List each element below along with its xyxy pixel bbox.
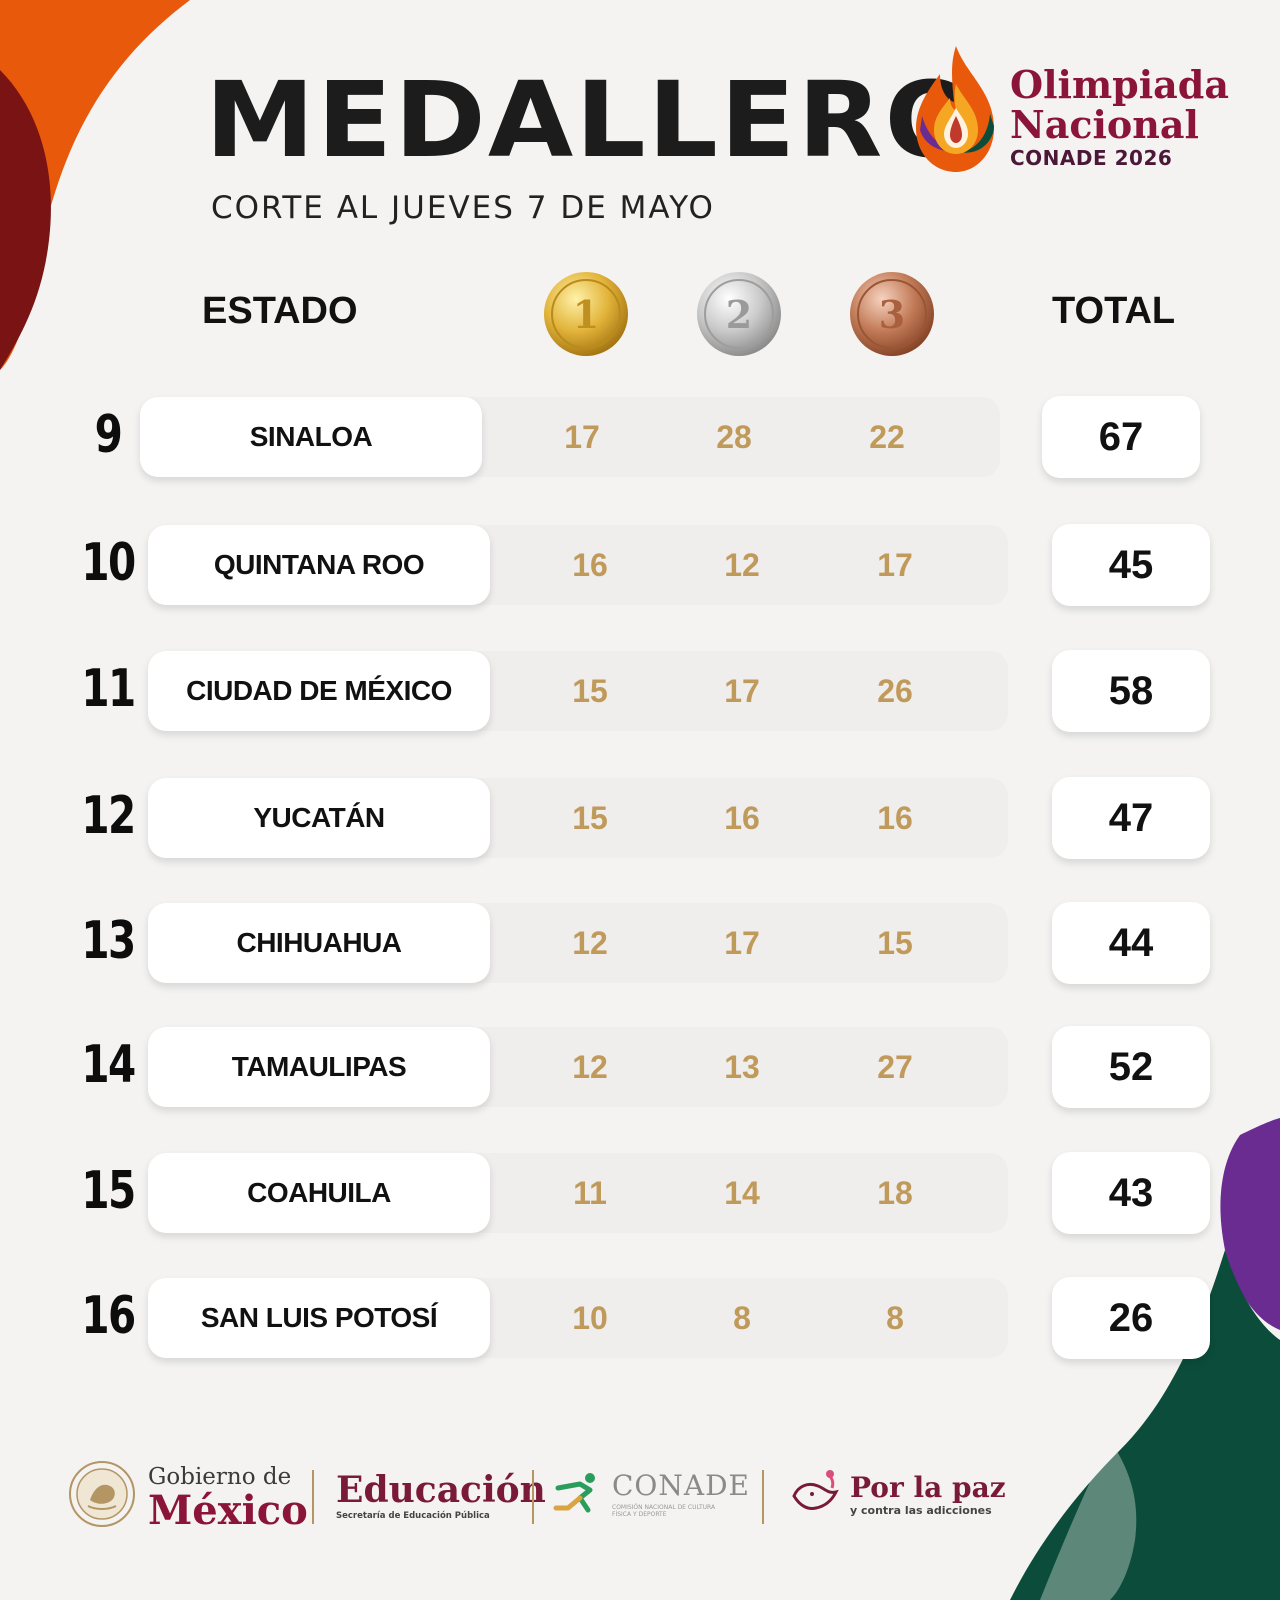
silver-count: 12 — [724, 547, 760, 583]
state-name: YUCATÁN — [148, 778, 490, 858]
gobierno-line2: México — [148, 1487, 308, 1534]
bronze-count: 17 — [877, 547, 913, 583]
rank-number: 9 — [94, 405, 123, 465]
state-name: SINALOA — [140, 397, 482, 477]
state-name: SAN LUIS POTOSÍ — [148, 1278, 490, 1358]
divider — [312, 1470, 314, 1524]
divider — [532, 1470, 534, 1524]
gold-count: 17 — [564, 419, 600, 455]
gobierno-line1: Gobierno de — [148, 1464, 292, 1490]
state-name: CHIHUAHUA — [148, 903, 490, 983]
silver-count: 14 — [724, 1175, 760, 1211]
footer-logos: Gobierno de México Educación Secretaría … — [60, 1450, 1020, 1540]
total-count: 47 — [1052, 777, 1210, 859]
row-strip: CHIHUAHUA 12 17 15 — [148, 903, 1008, 983]
rank-number: 16 — [81, 1286, 136, 1346]
table-row: 12 YUCATÁN 15 16 16 47 — [0, 776, 1280, 860]
silver-count: 16 — [724, 800, 760, 836]
bronze-medal-icon: 3 — [850, 272, 934, 356]
gold-count: 10 — [572, 1300, 608, 1336]
silver-count: 8 — [733, 1300, 751, 1336]
bronze-count: 22 — [869, 419, 905, 455]
state-name: QUINTANA ROO — [148, 525, 490, 605]
svg-text:1: 1 — [573, 292, 599, 337]
row-strip: SINALOA 17 28 22 — [140, 397, 1000, 477]
bronze-count: 15 — [877, 925, 913, 961]
educacion-subtitle: Secretaría de Educación Pública — [336, 1511, 490, 1521]
gold-medal-icon: 1 — [544, 272, 628, 356]
gold-count: 12 — [572, 925, 608, 961]
column-header-state: ESTADO — [202, 290, 358, 332]
olimpiada-logo: Olimpiada Nacional CONADE 2026 — [910, 44, 1230, 179]
total-count: 44 — [1052, 902, 1210, 984]
conade-subtitle: COMISIÓN NACIONAL DE CULTURA FÍSICA Y DE… — [612, 1504, 716, 1519]
conade-logo: CONADE COMISIÓN NACIONAL DE CULTURA FÍSI… — [612, 1469, 750, 1519]
total-count: 45 — [1052, 524, 1210, 606]
logo-line-conade: CONADE 2026 — [1010, 146, 1173, 170]
row-strip: COAHUILA 11 14 18 — [148, 1153, 1008, 1233]
rank-number: 13 — [81, 911, 136, 971]
gold-count: 15 — [572, 673, 608, 709]
flame-icon — [916, 46, 994, 172]
bronze-count: 16 — [877, 800, 913, 836]
logo-line-olimpiada: Olimpiada — [1010, 62, 1230, 107]
bronze-count: 26 — [877, 673, 913, 709]
gold-count: 16 — [572, 547, 608, 583]
gold-count: 12 — [572, 1049, 608, 1085]
gold-count: 15 — [572, 800, 608, 836]
state-name: TAMAULIPAS — [148, 1027, 490, 1107]
svg-text:3: 3 — [879, 292, 905, 337]
runner-icon — [553, 1473, 595, 1513]
rank-number: 11 — [81, 659, 136, 719]
row-strip: TAMAULIPAS 12 13 27 — [148, 1027, 1008, 1107]
silver-count: 13 — [724, 1049, 760, 1085]
total-count: 52 — [1052, 1026, 1210, 1108]
logo-line-nacional: Nacional — [1010, 102, 1199, 147]
gobierno-de-mexico-logo: Gobierno de México — [148, 1466, 308, 1531]
total-count: 58 — [1052, 650, 1210, 732]
paz-title: Por la paz — [850, 1471, 1006, 1504]
paz-subtitle: y contra las adicciones — [850, 1504, 992, 1517]
state-name: COAHUILA — [148, 1153, 490, 1233]
bronze-count: 18 — [877, 1175, 913, 1211]
rank-number: 12 — [81, 786, 136, 846]
table-row: 11 CIUDAD DE MÉXICO 15 17 26 58 — [0, 649, 1280, 733]
rank-number: 10 — [81, 533, 136, 593]
divider — [762, 1470, 764, 1524]
dove-icon — [792, 1470, 839, 1510]
rank-number: 14 — [81, 1035, 136, 1095]
state-name: CIUDAD DE MÉXICO — [148, 651, 490, 731]
educacion-logo: Educación Secretaría de Educación Públic… — [336, 1472, 546, 1521]
bronze-count: 27 — [877, 1049, 913, 1085]
educacion-title: Educación — [336, 1469, 546, 1511]
olimpiada-logo-text: Olimpiada Nacional CONADE 2026 — [1010, 62, 1230, 170]
page-subtitle: CORTE AL JUEVES 7 DE MAYO — [211, 190, 715, 226]
table-row: 14 TAMAULIPAS 12 13 27 52 — [0, 1025, 1280, 1109]
gold-count: 11 — [573, 1175, 607, 1211]
table-row: 10 QUINTANA ROO 16 12 17 45 — [0, 523, 1280, 607]
table-row: 16 SAN LUIS POTOSÍ 10 8 8 26 — [0, 1276, 1280, 1360]
silver-medal-icon: 2 — [697, 272, 781, 356]
row-strip: YUCATÁN 15 16 16 — [148, 778, 1008, 858]
total-count: 67 — [1042, 396, 1200, 478]
silver-count: 17 — [724, 925, 760, 961]
rank-number: 15 — [81, 1161, 136, 1221]
silver-count: 28 — [716, 419, 752, 455]
row-strip: SAN LUIS POTOSÍ 10 8 8 — [148, 1278, 1008, 1358]
conade-title: CONADE — [612, 1469, 750, 1502]
national-seal-icon — [69, 1461, 135, 1527]
por-la-paz-logo: Por la paz y contra las adicciones — [850, 1471, 1006, 1517]
row-strip: QUINTANA ROO 16 12 17 — [148, 525, 1008, 605]
row-strip: CIUDAD DE MÉXICO 15 17 26 — [148, 651, 1008, 731]
table-row: 13 CHIHUAHUA 12 17 15 44 — [0, 901, 1280, 985]
table-row: 15 COAHUILA 11 14 18 43 — [0, 1151, 1280, 1235]
column-header-total: TOTAL — [1052, 290, 1176, 332]
silver-count: 17 — [724, 673, 760, 709]
table-row: 9 SINALOA 17 28 22 67 — [0, 395, 1280, 479]
total-count: 43 — [1052, 1152, 1210, 1234]
bronze-count: 8 — [886, 1300, 904, 1336]
svg-text:2: 2 — [726, 292, 752, 337]
page-title: MEDALLERO — [205, 59, 981, 181]
total-count: 26 — [1052, 1277, 1210, 1359]
